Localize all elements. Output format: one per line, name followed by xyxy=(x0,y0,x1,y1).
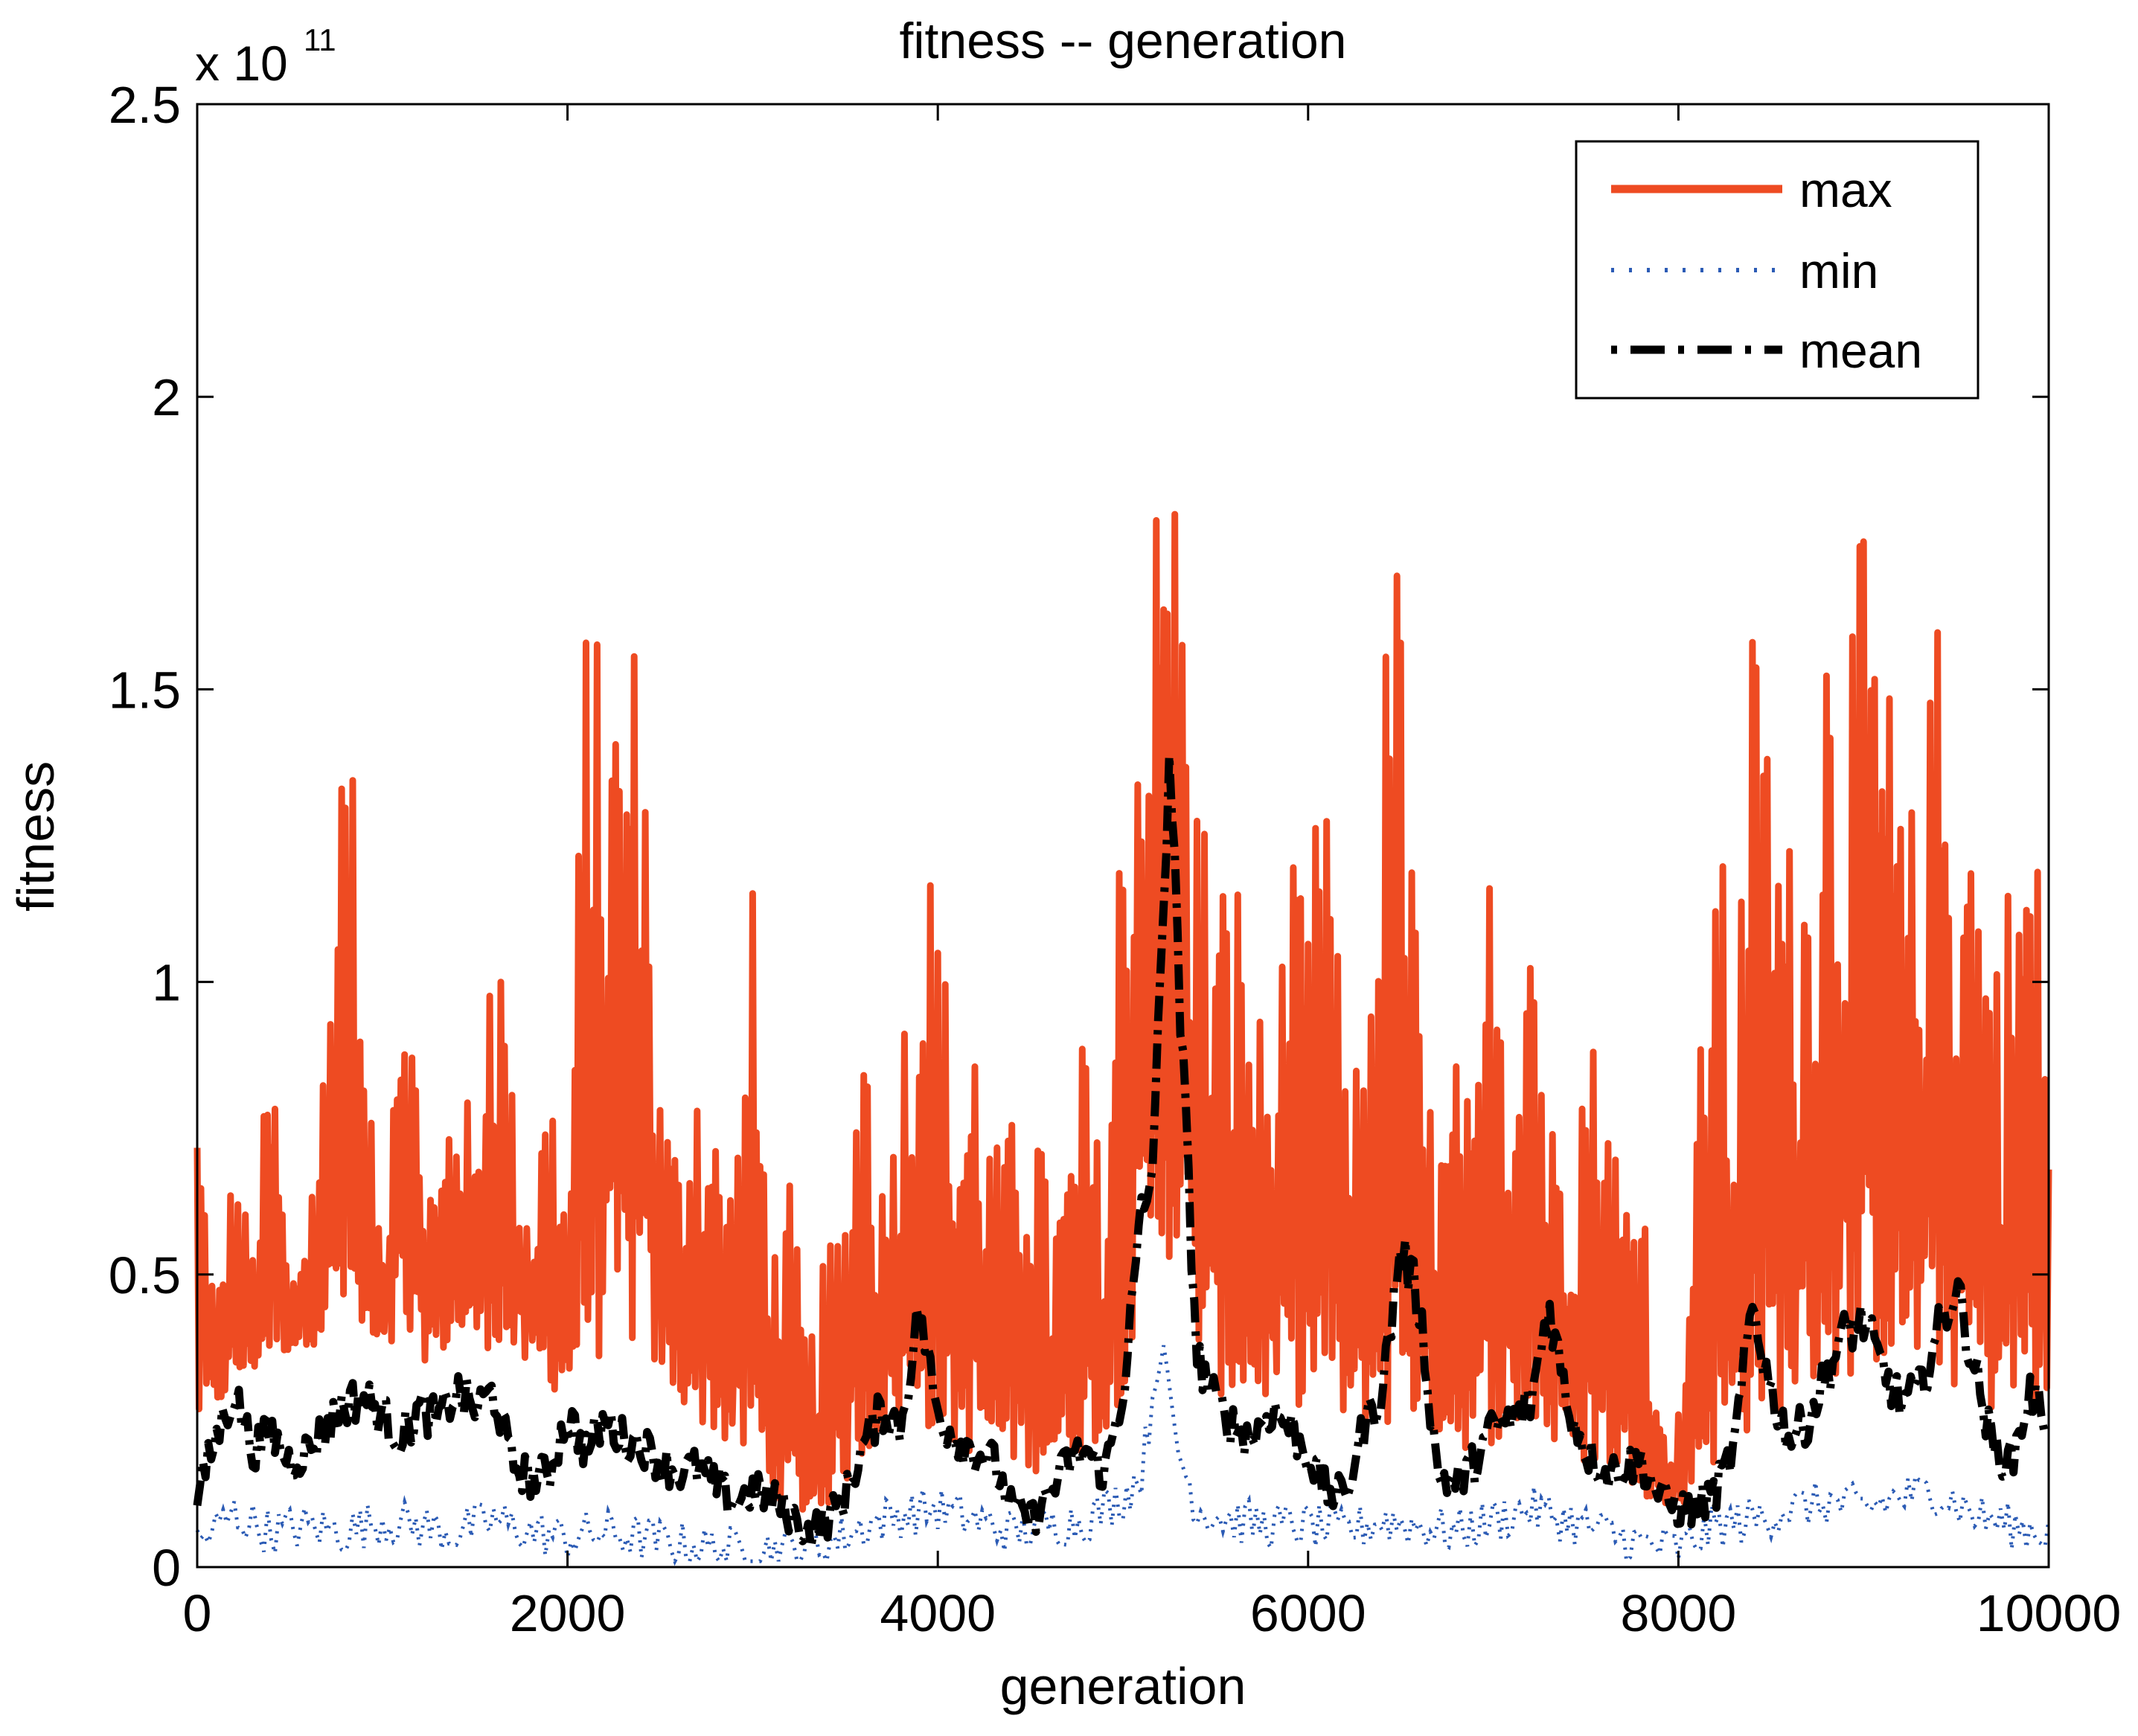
x-axis-title: generation xyxy=(1000,1657,1246,1715)
y-tick-label: 2 xyxy=(152,368,181,426)
legend: max min mean xyxy=(1575,140,1979,400)
y-axis-scale-exponent: 11 xyxy=(304,22,336,57)
legend-box xyxy=(1575,140,1979,400)
y-axis-title: fitness xyxy=(7,761,65,912)
x-tick-label: 0 xyxy=(183,1584,212,1642)
legend-label-mean: mean xyxy=(1799,323,1922,378)
chart-title: fitness -- generation xyxy=(900,13,1347,69)
plot-frame xyxy=(196,103,2050,1569)
x-tick-label: 2000 xyxy=(510,1584,626,1642)
legend-label-min: min xyxy=(1799,243,1878,298)
y-tick-label: 1 xyxy=(152,954,181,1012)
x-tick-label: 4000 xyxy=(880,1584,996,1642)
y-tick-label: 0.5 xyxy=(109,1246,181,1304)
axes-layer: 0 2000 4000 6000 8000 10000 0 0.5 1 1.5 2 2.5 xyxy=(109,76,2122,1642)
x-tick-label: 8000 xyxy=(1621,1584,1737,1642)
y-tick-label: 1.5 xyxy=(109,661,181,719)
legend-label-max: max xyxy=(1799,162,1892,217)
y-tick-label: 0 xyxy=(152,1539,181,1597)
y-axis-scale-label: x 10 xyxy=(195,36,288,91)
series-layer xyxy=(193,510,2052,1568)
x-tick-label: 6000 xyxy=(1250,1584,1366,1642)
x-tick-label: 10000 xyxy=(1977,1584,2122,1642)
y-tick-label: 2.5 xyxy=(109,76,181,134)
series-line-max xyxy=(193,510,2052,1513)
series-line-mean xyxy=(193,751,2049,1551)
